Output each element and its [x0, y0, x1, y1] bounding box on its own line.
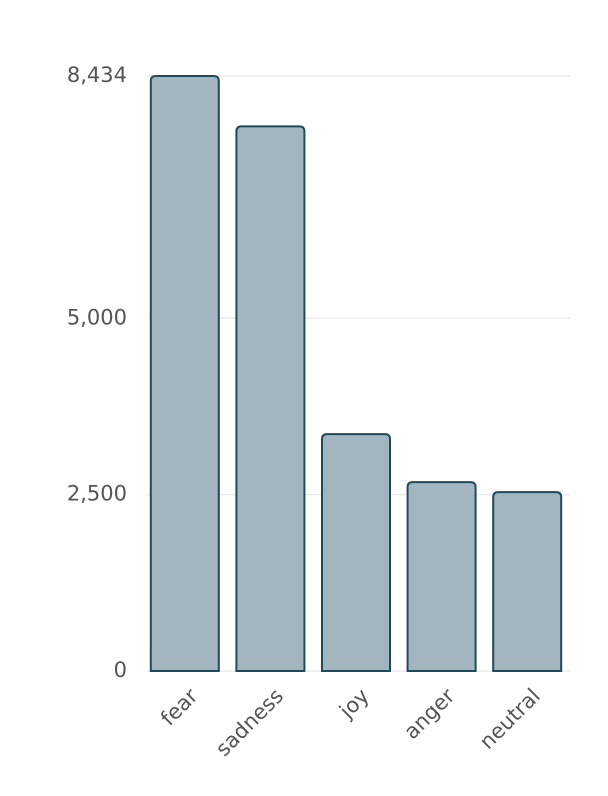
- x-tick-label: joy: [334, 684, 374, 724]
- bar: [235, 125, 306, 672]
- bar: [149, 75, 220, 672]
- x-tick-label: fear: [156, 684, 203, 731]
- bar: [492, 491, 563, 672]
- x-tick-label: anger: [399, 684, 459, 744]
- x-tick-label: neutral: [475, 684, 545, 754]
- bar: [321, 433, 391, 672]
- y-tick-label: 5,000: [67, 305, 127, 329]
- y-tick-label: 8,434: [67, 63, 127, 87]
- y-tick-label: 2,500: [67, 482, 127, 506]
- x-tick-label: sadness: [211, 684, 288, 761]
- bar: [406, 481, 477, 672]
- y-tick-label: 0: [114, 658, 127, 682]
